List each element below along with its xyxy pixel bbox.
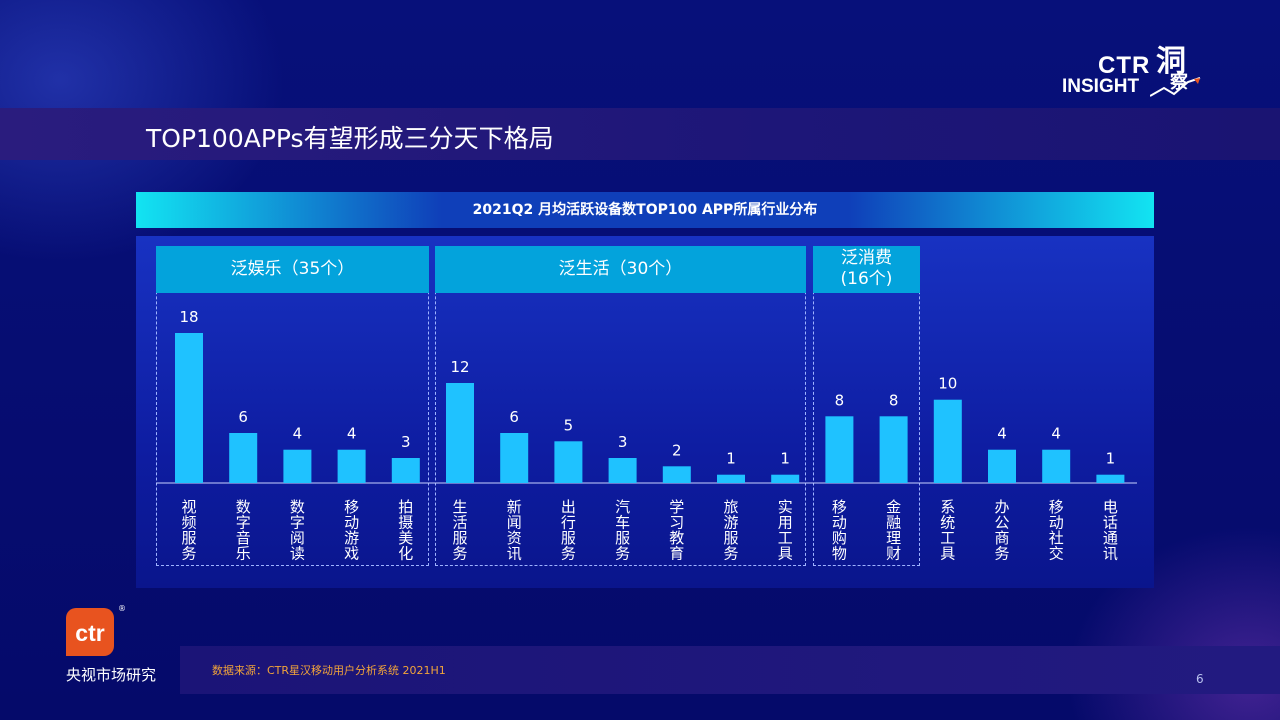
footer-band	[180, 646, 1280, 694]
value-label: 5	[564, 416, 574, 434]
value-label: 4	[347, 425, 357, 443]
category-label: 旅游服务	[723, 498, 738, 563]
registered-mark: ®	[118, 604, 126, 613]
logo-cn-char-2: 察	[1170, 72, 1188, 93]
category-label: 出行服务	[561, 498, 576, 563]
group-label-consumption-line2: (16个)	[840, 269, 893, 289]
value-label: 12	[450, 358, 469, 376]
bar-移动购物	[825, 416, 854, 483]
category-label: 拍摄美化	[398, 498, 413, 563]
value-label: 1	[1106, 450, 1116, 468]
bar-移动游戏	[337, 449, 366, 483]
value-label: 10	[938, 375, 957, 393]
category-label: 移动社交	[1049, 498, 1064, 563]
category-label: 移动游戏	[344, 498, 359, 563]
bar-实用工具	[771, 474, 800, 483]
value-label: 8	[889, 391, 899, 409]
value-label: 1	[780, 450, 790, 468]
page-number: 6	[1196, 672, 1204, 686]
group-label-consumption-line1: 泛消费	[841, 248, 892, 268]
chart-title: 2021Q2 月均活跃设备数TOP100 APP所属行业分布	[136, 192, 1154, 228]
bar-拍摄美化	[391, 458, 420, 483]
bar-系统工具	[933, 399, 962, 483]
ctr-insight-logo: CTR 洞 察 INSIGHT	[1062, 44, 1212, 100]
group-label-consumption: 泛消费 (16个)	[813, 246, 920, 293]
value-label: 8	[835, 391, 845, 409]
logo-insight-text: INSIGHT	[1062, 76, 1140, 97]
group-label-life: 泛生活（30个）	[435, 246, 806, 293]
value-label: 1	[726, 450, 736, 468]
bar-新闻资讯	[500, 433, 529, 483]
ctr-logo: ctr	[66, 608, 114, 656]
value-label: 6	[509, 408, 519, 426]
category-label: 新闻资讯	[507, 498, 522, 563]
bar-办公商务	[988, 449, 1016, 483]
category-label: 移动购物	[832, 498, 847, 563]
value-label: 3	[618, 433, 628, 451]
group-label-entertainment: 泛娱乐（35个）	[156, 246, 429, 293]
bar-旅游服务	[717, 474, 745, 483]
value-label: 4	[293, 425, 303, 443]
bar-学习教育	[662, 466, 691, 483]
category-label: 系统工具	[940, 498, 955, 563]
value-label: 6	[238, 408, 248, 426]
value-label: 3	[401, 433, 411, 451]
category-label: 金融理财	[886, 498, 901, 563]
category-label: 电话通讯	[1103, 498, 1118, 563]
bar-出行服务	[554, 441, 583, 483]
bar-金融理财	[879, 416, 908, 483]
category-label: 数字阅读	[290, 498, 305, 563]
category-label: 实用工具	[778, 498, 793, 563]
data-source: 数据来源：CTR星汉移动用户分析系统 2021H1	[212, 664, 446, 677]
title-band: TOP100APPs有望形成三分天下格局	[0, 108, 1280, 160]
category-label: 汽车服务	[615, 498, 630, 563]
bar-视频服务	[175, 333, 203, 483]
bar-移动社交	[1042, 449, 1071, 483]
bar-生活服务	[446, 383, 474, 483]
value-label: 4	[1051, 425, 1061, 443]
company-name: 央视市场研究	[66, 666, 157, 684]
trend-arrow-icon	[1150, 77, 1201, 97]
bar-电话通讯	[1096, 474, 1125, 483]
category-label: 办公商务	[994, 498, 1009, 563]
category-label: 学习教育	[669, 498, 684, 563]
bar-数字阅读	[283, 449, 312, 483]
category-label: 视频服务	[181, 498, 196, 563]
value-label: 2	[672, 441, 682, 459]
bar-数字音乐	[229, 433, 258, 483]
logo-cn-char-1: 洞	[1156, 44, 1186, 79]
value-label: 18	[179, 308, 198, 326]
chart-panel	[136, 236, 1154, 588]
category-label: 生活服务	[452, 498, 467, 563]
bar-汽车服务	[608, 458, 637, 483]
value-label: 4	[997, 425, 1007, 443]
page-title: TOP100APPs有望形成三分天下格局	[146, 124, 554, 153]
category-label: 数字音乐	[236, 498, 251, 563]
logo-ctr-text: CTR	[1098, 52, 1151, 79]
